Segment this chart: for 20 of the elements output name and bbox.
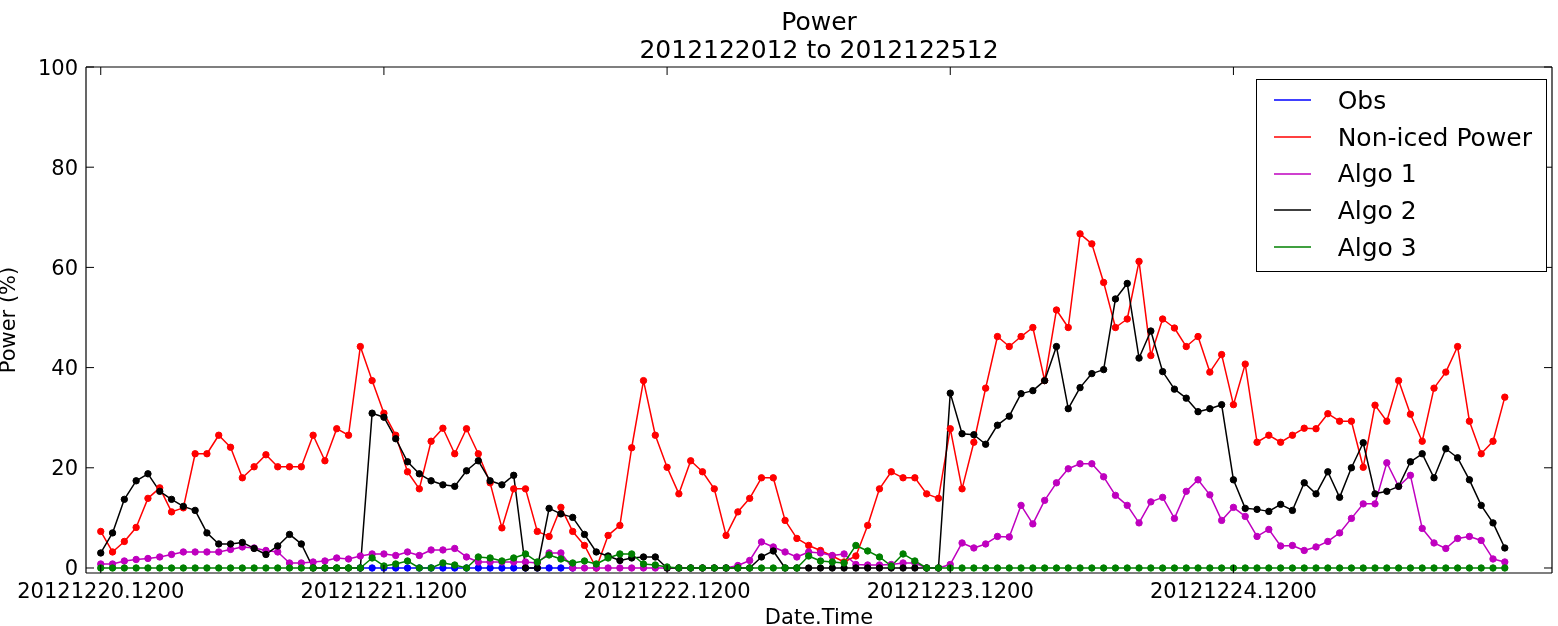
y-tick-label: 20 (51, 456, 78, 481)
chart-title: Power (780, 7, 858, 37)
x-tick-label: 20121221.1200 (300, 579, 468, 603)
legend-label: Obs (1337, 85, 1387, 115)
chart-subtitle: 2012122012 to 2012122512 (638, 35, 1000, 65)
y-tick-label: 40 (51, 356, 78, 381)
legend-label: Non-iced Power (1337, 122, 1532, 152)
y-tick-label: 100 (37, 55, 78, 80)
x-axis-title: Date.Time (764, 605, 874, 626)
legend-label: Algo 2 (1337, 195, 1417, 225)
legend-label: Algo 3 (1337, 232, 1417, 262)
x-tick-label: 20121224.1200 (1149, 579, 1317, 603)
x-tick-label: 20121223.1200 (866, 579, 1034, 603)
y-tick-label: 0 (64, 556, 78, 581)
y-tick-label: 60 (51, 255, 78, 280)
legend-label: Algo 1 (1337, 159, 1417, 189)
y-axis-title: Power (%) (0, 266, 21, 374)
x-tick-label: 20121222.1200 (583, 579, 751, 603)
y-tick-label: 80 (51, 155, 78, 180)
x-tick-label: 20121220.1200 (17, 579, 185, 603)
